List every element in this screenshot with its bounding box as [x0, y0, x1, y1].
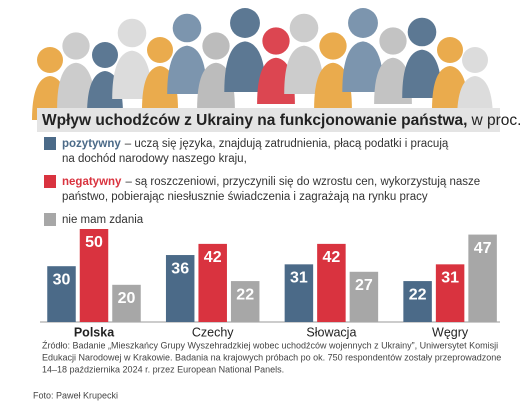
bar — [317, 243, 346, 322]
bar — [468, 234, 497, 322]
title-band — [37, 108, 500, 132]
photo-credit: Foto: Paweł Krupecki — [33, 390, 118, 400]
legend-swatch — [44, 137, 56, 150]
title-text: Wpływ uchodźców z Ukrainy na funkcjonowa… — [42, 112, 467, 129]
value-label: 22 — [409, 286, 427, 303]
bar — [165, 255, 195, 322]
heads-illustration — [32, 8, 493, 120]
category-label: Czechy — [192, 325, 234, 339]
bar — [403, 281, 432, 322]
value-label: 22 — [236, 286, 254, 303]
bar — [349, 271, 379, 322]
source-line: Edukacji Narodowej w Krakowie. Badania n… — [42, 352, 501, 362]
legend-description: państwo, pobierając niesłusznie świadcze… — [62, 191, 428, 203]
legend-name: nie mam zdania — [62, 214, 144, 226]
bar — [79, 229, 109, 322]
bar — [230, 281, 260, 322]
category-label: Polska — [74, 325, 115, 339]
legend-description: na dochód narodowy naszego kraju, — [62, 153, 247, 165]
legend-swatch — [44, 175, 56, 188]
title: Wpływ uchodźców z Ukrainy na funkcjonowa… — [42, 112, 521, 129]
value-label: 47 — [474, 240, 492, 257]
bar — [47, 266, 76, 322]
category-label: Węgry — [432, 325, 469, 339]
legend-name: negatywny — [62, 176, 122, 188]
bar — [198, 243, 227, 322]
value-label: 31 — [290, 270, 308, 287]
value-label: 36 — [171, 260, 189, 277]
source-line: Źródło: Badanie „Mieszkańcy Grupy Wyszeh… — [42, 340, 498, 350]
bar — [112, 284, 141, 322]
value-label: 20 — [118, 290, 136, 307]
legend-name: pozytywny — [62, 138, 121, 150]
bar — [284, 264, 314, 322]
value-label: 42 — [323, 249, 341, 266]
bar — [435, 264, 465, 322]
legend-entry: nie mam zdania — [62, 214, 144, 226]
title-unit: w proc. — [470, 112, 521, 129]
value-label: 30 — [53, 271, 71, 288]
source-line: 14–18 października 2024 r. przez Europea… — [42, 364, 284, 374]
legend-description: – są roszczeniowi, przyczynili się do wz… — [125, 176, 480, 188]
legend-entry: negatywny – są roszczeniowi, przyczynili … — [62, 176, 480, 188]
value-label: 50 — [85, 234, 103, 251]
value-label: 42 — [204, 249, 222, 266]
legend-swatch — [44, 213, 56, 226]
legend-entry: pozytywny – uczą się języka, znajdują zat… — [62, 138, 449, 150]
value-label: 31 — [441, 270, 459, 287]
value-label: 27 — [355, 277, 373, 294]
category-label: Słowacja — [306, 325, 356, 339]
legend-description: – uczą się języka, znajdują zatrudnienia… — [125, 138, 449, 150]
